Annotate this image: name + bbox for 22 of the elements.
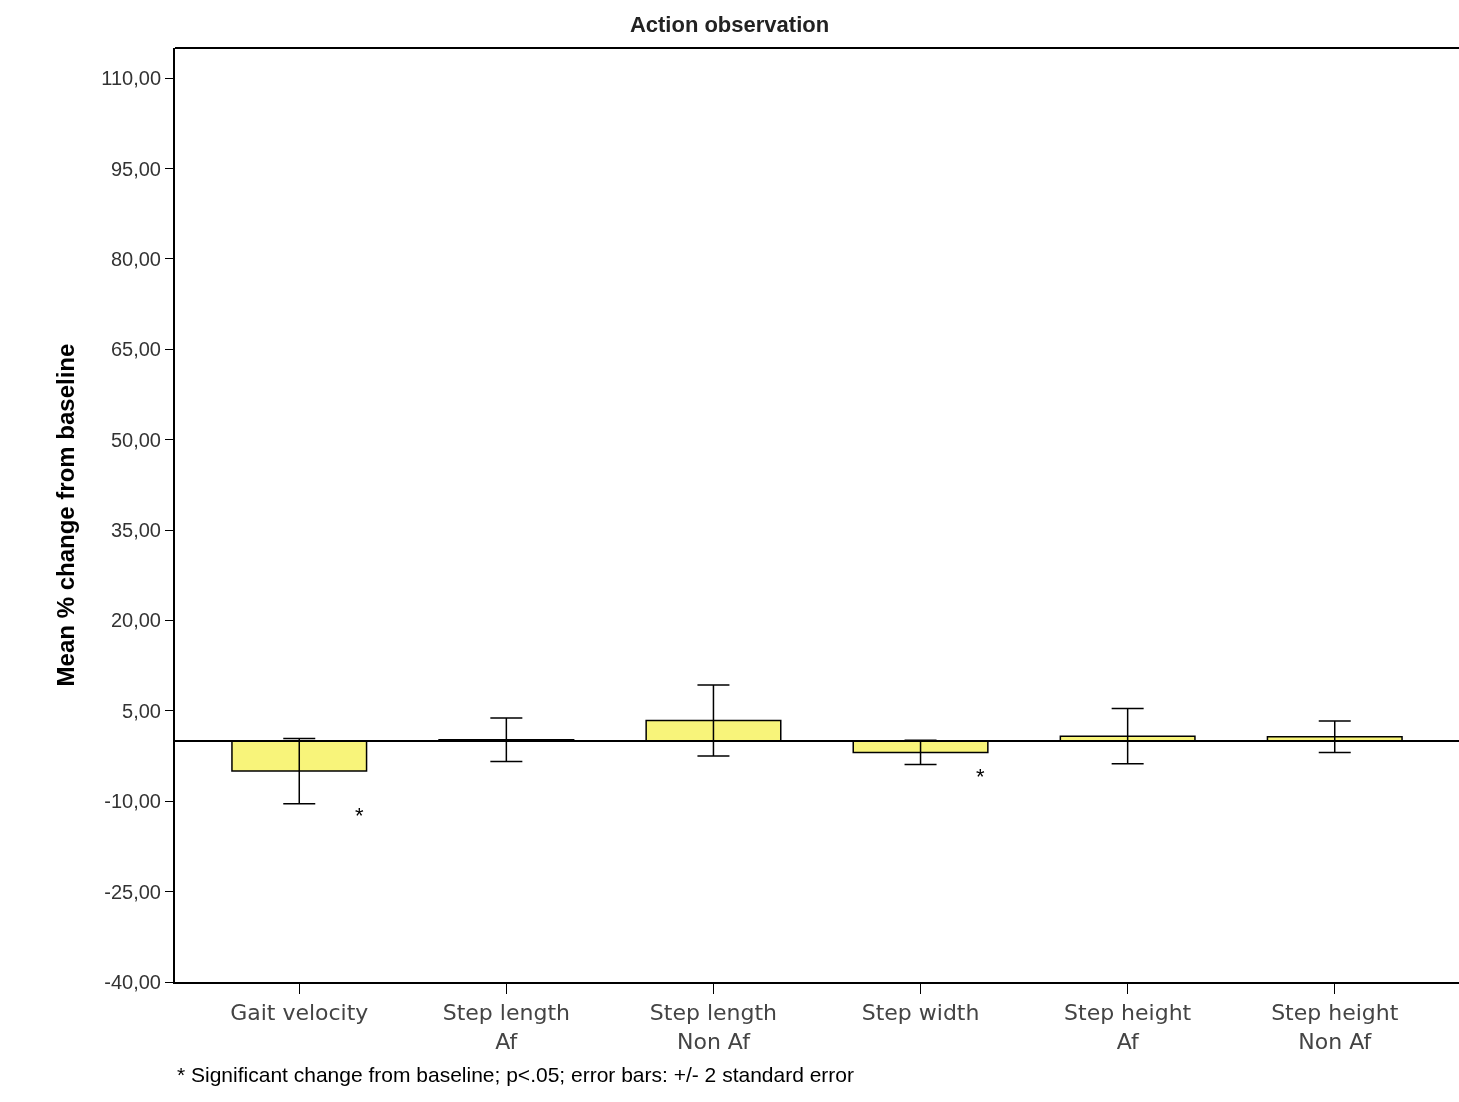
- x-tick-label: Gait velocity: [230, 1000, 369, 1026]
- text: * Significant change from baseline; p<.05; error bars: +/- 2 standard error: [177, 1063, 855, 1086]
- y-tick-label: 5,00: [122, 699, 161, 722]
- y-tick-label: -25,00: [104, 880, 161, 903]
- y-tick-label: 95,00: [110, 157, 161, 180]
- y-axis-title: Mean % change from baseline: [51, 343, 79, 687]
- chart-title: Action observation: [629, 11, 830, 37]
- annotation: *: [976, 764, 985, 789]
- x-tick-label: Step width: [861, 1000, 980, 1026]
- y-tick-label: -10,00: [104, 790, 161, 813]
- y-tick-label: -40,00: [104, 971, 161, 993]
- y-tick-label: 50,00: [110, 428, 161, 451]
- y-tick-label: 20,00: [110, 609, 161, 632]
- y-tick-label: 80,00: [110, 247, 161, 270]
- x-tick-label: Step length Af: [442, 1000, 570, 1054]
- y-tick-label: 110,00: [101, 67, 161, 90]
- y-tick-label: 65,00: [110, 338, 161, 361]
- y-tick-label: 35,00: [110, 519, 161, 542]
- x-tick-label: Step height Af: [1064, 1000, 1192, 1054]
- annotation: *: [355, 803, 364, 828]
- x-tick-label: Step length Non Af: [649, 1000, 778, 1054]
- x-tick-label: Step height Non Af: [1271, 1000, 1399, 1054]
